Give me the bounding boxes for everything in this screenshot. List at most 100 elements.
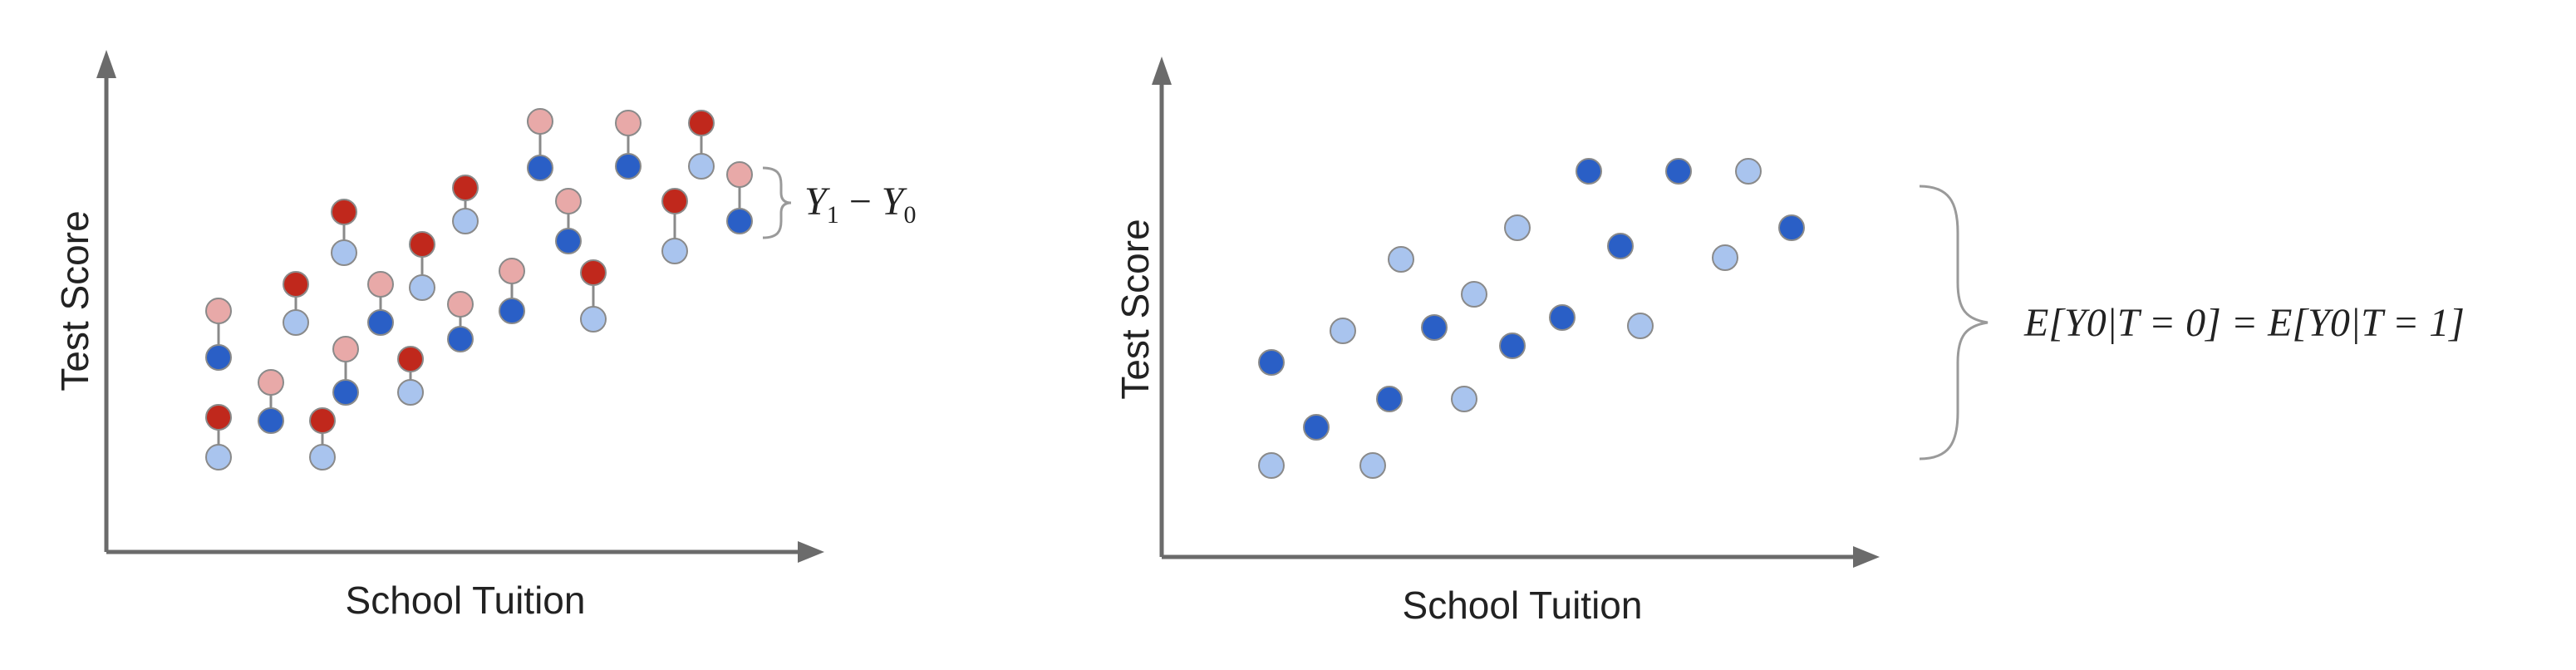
point-y0 (527, 155, 553, 181)
point-y1 (205, 298, 232, 324)
point-pair (397, 346, 424, 406)
point (1330, 318, 1356, 344)
point-y1 (452, 175, 479, 201)
point (1258, 452, 1285, 479)
point-pair (452, 175, 479, 234)
point-pair (688, 110, 715, 180)
right-brace-icon (1919, 185, 1989, 461)
point-y1 (258, 369, 284, 396)
point-y1 (447, 291, 474, 318)
point-y0 (205, 444, 232, 470)
point-pair (580, 259, 607, 333)
left-x-axis-label: School Tuition (346, 579, 586, 622)
point-pair (726, 161, 753, 234)
left-x-axis-arrow-icon (798, 541, 824, 563)
point (1451, 386, 1477, 412)
point (1376, 386, 1403, 412)
point-y0 (258, 407, 284, 434)
point-y0 (688, 153, 715, 180)
point-y1 (397, 346, 424, 372)
point (1712, 244, 1738, 271)
point (1359, 452, 1386, 479)
point (1504, 214, 1531, 241)
point-pair (555, 188, 582, 254)
point-pair (499, 258, 525, 324)
left-y-axis-arrow-icon (96, 50, 116, 78)
point-y0 (283, 309, 309, 336)
point-y1 (527, 108, 553, 135)
right-x-axis-arrow-icon (1853, 546, 1880, 568)
point (1303, 414, 1330, 441)
left-axes (96, 50, 824, 563)
right-y-axis-label: Test Score (1113, 219, 1157, 399)
point-y0 (726, 208, 753, 234)
point-y0 (331, 239, 357, 266)
point-y0 (397, 379, 424, 406)
right-panel: School Tuition Test Score E[Y0|T = 0] = … (1113, 57, 2465, 627)
y1-minus-y0-label: Y1− Y0 (804, 180, 916, 229)
y1-symbol: Y (804, 180, 830, 224)
left-panel: School Tuition Test Score Y1− Y0 (53, 50, 916, 622)
point-pair (331, 199, 357, 266)
point-y0 (367, 309, 394, 336)
point-y1 (499, 258, 525, 284)
point-y1 (205, 404, 232, 431)
point (1499, 333, 1526, 359)
point-y1 (367, 271, 394, 298)
expectation-equality-label: E[Y0|T = 0] = E[Y0|T = 1] (2023, 301, 2465, 345)
point-pair (309, 407, 336, 470)
point-y1 (688, 110, 715, 136)
right-x-axis-label: School Tuition (1403, 584, 1643, 627)
point-pair (527, 108, 553, 181)
left-y-axis-label: Test Score (53, 210, 96, 391)
point-y0 (452, 208, 479, 234)
point (1576, 158, 1602, 185)
point-y1 (283, 271, 309, 298)
point-pair (615, 110, 642, 180)
point-y1 (331, 199, 357, 225)
point-y1 (580, 259, 607, 286)
point-y0 (332, 379, 359, 406)
point-pair (258, 369, 284, 434)
point-pair (283, 271, 309, 336)
point-y1 (555, 188, 582, 214)
right-points (1258, 158, 1805, 479)
minus-symbol: − (849, 180, 872, 224)
point-y1 (726, 161, 753, 188)
point (1627, 313, 1654, 339)
point-y0 (661, 238, 688, 264)
y0-subscript: 0 (903, 201, 916, 229)
point-y0 (555, 228, 582, 254)
y0-symbol: Y (882, 180, 907, 224)
point (1549, 304, 1576, 331)
point-pair (661, 188, 688, 264)
right-y-axis-arrow-icon (1152, 57, 1172, 85)
point-pair (409, 231, 435, 301)
point (1665, 158, 1692, 185)
point (1461, 281, 1487, 308)
point (1258, 349, 1285, 376)
point-y0 (447, 326, 474, 352)
point-pair (447, 291, 474, 352)
point-y0 (615, 153, 642, 180)
point-y0 (205, 344, 232, 371)
point-y0 (409, 274, 435, 301)
point-pair (205, 298, 232, 371)
point-y1 (332, 336, 359, 362)
left-point-pairs (205, 108, 753, 470)
left-bracket: Y1− Y0 (762, 166, 916, 239)
point (1421, 314, 1448, 341)
point-y1 (615, 110, 642, 136)
point-y0 (580, 306, 607, 333)
point (1607, 233, 1634, 259)
point-y0 (499, 298, 525, 324)
point-y1 (661, 188, 688, 214)
point (1778, 214, 1805, 241)
point-y1 (409, 231, 435, 258)
point-pair (367, 271, 394, 336)
point-pair (205, 404, 232, 470)
right-axes (1152, 57, 1880, 568)
y1-subscript: 1 (827, 201, 839, 229)
point-y0 (309, 444, 336, 470)
